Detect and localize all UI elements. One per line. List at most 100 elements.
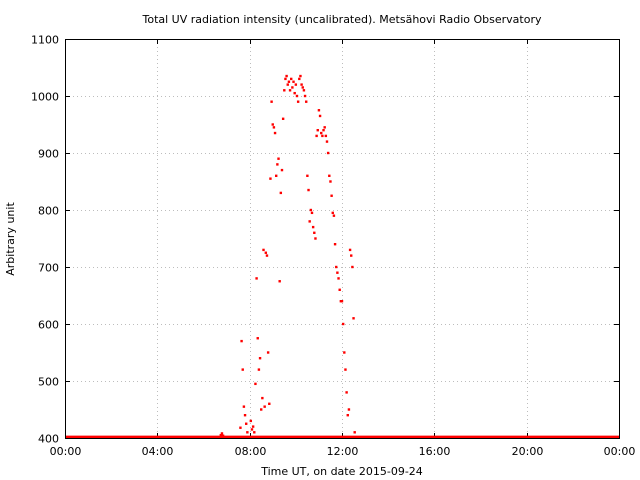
data-point — [328, 174, 331, 177]
data-point — [353, 431, 356, 434]
data-point — [317, 109, 321, 112]
data-point — [265, 254, 269, 257]
data-point — [286, 83, 289, 86]
data-point — [348, 248, 352, 252]
data-point — [313, 231, 316, 234]
data-point — [242, 405, 246, 408]
data-point — [350, 254, 353, 257]
data-point — [260, 408, 263, 411]
data-point — [298, 77, 301, 81]
data-point — [307, 188, 310, 192]
data-point — [257, 368, 261, 371]
data-point — [276, 163, 279, 166]
data-point — [239, 426, 242, 429]
data-point — [279, 191, 283, 195]
data-point — [251, 425, 255, 428]
data-point — [221, 434, 225, 437]
data-point — [331, 211, 334, 215]
x-tick-label: 12:00 — [327, 445, 359, 458]
data-point — [336, 271, 339, 274]
data-point — [302, 89, 306, 92]
data-point — [280, 168, 284, 172]
data-point — [243, 414, 247, 417]
data-point — [288, 89, 292, 92]
data-point — [290, 77, 293, 81]
data-point — [337, 277, 340, 280]
data-point — [277, 157, 280, 160]
data-point — [292, 80, 295, 83]
data-point — [308, 220, 311, 223]
data-point — [268, 402, 271, 405]
y-tick-label: 900 — [38, 148, 59, 161]
data-point — [278, 280, 281, 283]
data-point — [303, 94, 307, 98]
data-point — [306, 174, 309, 177]
data-point — [271, 123, 274, 126]
data-point — [320, 131, 323, 135]
data-point — [263, 405, 266, 408]
data-point — [300, 83, 303, 86]
data-point — [219, 433, 223, 437]
data-point — [285, 74, 288, 78]
y-tick-label: 400 — [38, 433, 59, 446]
y-tick-label: 700 — [38, 262, 59, 275]
data-point — [240, 339, 243, 343]
tick-labels: 400 500 600 700 800 900 1000 1100 00:00 04:00 08:0… — [31, 34, 635, 459]
data-point — [269, 177, 272, 180]
data-point — [309, 208, 313, 212]
data-point — [301, 86, 304, 89]
data-point — [315, 134, 318, 138]
data-point — [329, 180, 332, 183]
grid — [65, 39, 619, 438]
data-point — [246, 431, 249, 434]
data-point — [254, 382, 257, 386]
data-point — [311, 225, 315, 229]
data-point — [321, 134, 324, 138]
data-point — [270, 100, 273, 103]
data-point — [266, 351, 270, 354]
data-point — [338, 288, 341, 291]
y-tick-label: 1000 — [31, 91, 59, 104]
data-point — [347, 408, 351, 411]
data-point — [283, 89, 286, 92]
x-tick-label: 00:00 — [50, 445, 82, 458]
x-tick-label: 16:00 — [419, 445, 451, 458]
axis-ticks — [65, 39, 620, 439]
data-point — [250, 428, 254, 431]
data-point — [296, 100, 300, 103]
data-point — [220, 432, 224, 435]
data-point — [316, 129, 319, 132]
data-point — [345, 391, 348, 394]
data-point — [262, 248, 265, 252]
data-point — [305, 100, 308, 103]
data-point — [314, 237, 317, 240]
data-point — [341, 322, 345, 326]
data-point — [344, 368, 347, 371]
y-tick-label: 600 — [38, 319, 59, 332]
x-tick-label: 00:00 — [604, 445, 636, 458]
data-point — [330, 194, 333, 197]
data-point — [310, 211, 314, 215]
data-point — [255, 277, 258, 280]
x-tick-label: 08:00 — [235, 445, 267, 458]
y-tick-label: 800 — [38, 205, 59, 218]
data-point — [352, 317, 355, 320]
data-point — [273, 131, 277, 135]
data-point — [264, 251, 268, 254]
data-point — [324, 134, 328, 138]
data-point — [249, 419, 253, 423]
data-point — [287, 80, 291, 83]
data-point — [340, 300, 344, 303]
data-point — [333, 243, 337, 246]
data-point — [256, 337, 259, 340]
data-point — [351, 265, 354, 269]
x-tick-label: 20:00 — [512, 445, 544, 458]
data-point — [241, 368, 244, 371]
x-tick-label: 04:00 — [142, 445, 174, 458]
data-point — [275, 174, 278, 177]
data-point — [326, 151, 330, 155]
data-point — [322, 129, 325, 132]
y-tick-label: 1100 — [31, 34, 59, 47]
